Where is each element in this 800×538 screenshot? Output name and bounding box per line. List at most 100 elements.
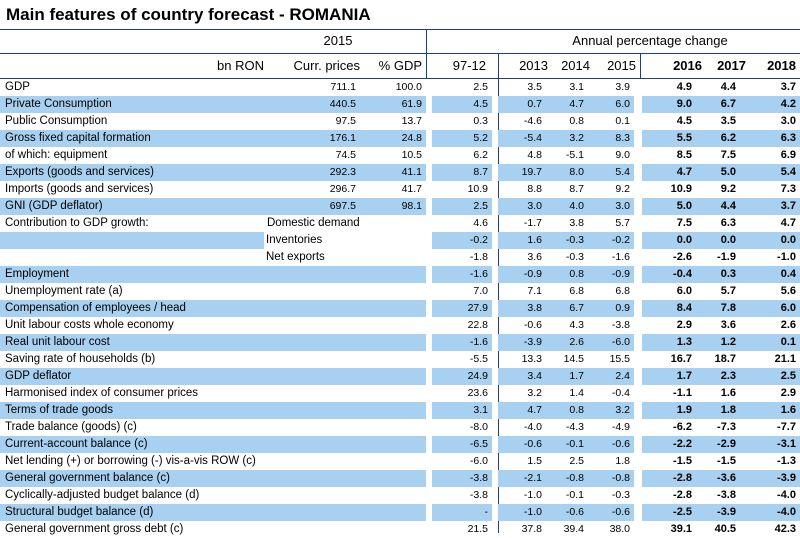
table-cell: -1.6 bbox=[432, 266, 492, 283]
column-gap bbox=[634, 232, 642, 249]
table-cell: 2.6 bbox=[546, 334, 588, 351]
table-cell: -3.1 bbox=[740, 436, 800, 453]
row-sublabel: Inventories bbox=[266, 234, 323, 246]
row-label: General government balance (c) bbox=[0, 470, 264, 487]
table-cell: -0.3 bbox=[611, 489, 630, 501]
table-cell: -1.8 bbox=[469, 251, 488, 263]
column-gap bbox=[426, 232, 432, 249]
table-cell: 4.4 bbox=[696, 198, 740, 215]
table-cell: -0.4 bbox=[642, 266, 696, 283]
row-label: Current-account balance (c) bbox=[0, 436, 264, 453]
table-cell: -0.6 bbox=[588, 504, 634, 521]
table-cell: 9.2 bbox=[615, 183, 630, 195]
column-gap bbox=[426, 385, 432, 402]
row-label: Harmonised index of consumer prices bbox=[5, 387, 199, 399]
col-header-pct-gdp: % GDP bbox=[378, 58, 422, 73]
table-cell: 4.8 bbox=[527, 149, 542, 161]
table-cell: 7.1 bbox=[527, 285, 542, 297]
table-cell: 8.8 bbox=[527, 183, 542, 195]
column-gap bbox=[634, 368, 642, 385]
column-gap bbox=[492, 130, 498, 147]
table-cell: 5.7 bbox=[615, 217, 630, 229]
table-cell: -6.0 bbox=[588, 334, 634, 351]
table-cell bbox=[360, 283, 426, 300]
column-gap bbox=[426, 300, 432, 317]
table-cell: 3.0 bbox=[780, 115, 796, 127]
table-row: Unemployment rate (a) 7.0 7.1 6.8 6.8 6.0 5.7 5… bbox=[0, 283, 800, 300]
col-header-2018: 2018 bbox=[767, 58, 796, 73]
table-row: Harmonised index of consumer prices 23.6 3… bbox=[0, 385, 800, 402]
table-cell bbox=[360, 521, 426, 538]
table-cell bbox=[264, 317, 360, 334]
column-gap bbox=[634, 487, 642, 504]
table-cell: 10.5 bbox=[401, 149, 422, 161]
row-label: Public Consumption bbox=[5, 115, 108, 127]
table-cell bbox=[360, 385, 426, 402]
column-gap bbox=[492, 249, 498, 266]
row-label: Terms of trade goods bbox=[0, 402, 264, 419]
table-cell: 8.0 bbox=[546, 164, 588, 181]
table-cell: 4.5 bbox=[432, 96, 492, 113]
table-cell: 0.1 bbox=[615, 115, 630, 127]
table-cell: -0.2 bbox=[588, 232, 634, 249]
table-cell bbox=[360, 487, 426, 504]
column-gap bbox=[426, 402, 432, 419]
table-row: Imports (goods and services) 296.7 41.7 10.… bbox=[0, 181, 800, 198]
table-cell: 18.7 bbox=[714, 353, 736, 365]
table-cell bbox=[264, 470, 360, 487]
table-cell bbox=[360, 419, 426, 436]
table-cell: 4.2 bbox=[740, 96, 800, 113]
table-cell: 6.0 bbox=[740, 300, 800, 317]
row-label-text: Contribution to GDP growth: bbox=[5, 217, 149, 229]
header-bottom-rule bbox=[0, 78, 800, 79]
table-cell: -3.9 bbox=[740, 470, 800, 487]
table-cell: -2.8 bbox=[673, 489, 692, 501]
column-gap bbox=[426, 283, 432, 300]
table-cell: 22.8 bbox=[467, 319, 488, 331]
row-label: GDP bbox=[5, 81, 30, 93]
table-cell: 6.3 bbox=[740, 130, 800, 147]
row-label: GDP deflator bbox=[0, 368, 264, 385]
table-cell: 23.6 bbox=[467, 387, 488, 399]
table-cell bbox=[264, 402, 360, 419]
table-cell: - bbox=[432, 504, 492, 521]
table-cell: 292.3 bbox=[264, 164, 360, 181]
table-cell: -3.9 bbox=[498, 334, 546, 351]
table-cell: 3.1 bbox=[569, 81, 584, 93]
table-cell: 3.9 bbox=[615, 81, 630, 93]
table-cell: -3.8 bbox=[717, 489, 736, 501]
column-gap bbox=[492, 317, 498, 334]
table-row: of which: equipment 74.5 10.5 6.2 4.8 -5.1 9.0… bbox=[0, 147, 800, 164]
column-gap bbox=[634, 419, 642, 436]
table-cell: 711.1 bbox=[330, 81, 357, 93]
table-cell: 6.2 bbox=[696, 130, 740, 147]
table-cell: 0.9 bbox=[588, 300, 634, 317]
table-cell: 1.2 bbox=[696, 334, 740, 351]
table-row: Trade balance (goods) (c) -8.0 -4.0 -4.3 -4.… bbox=[0, 419, 800, 436]
table-cell: -0.1 bbox=[565, 489, 584, 501]
column-gap bbox=[426, 266, 432, 283]
table-cell: -5.4 bbox=[498, 130, 546, 147]
table-cell: 7.5 bbox=[720, 149, 736, 161]
table-cell: -1.5 bbox=[673, 455, 692, 467]
table-cell: -2.5 bbox=[642, 504, 696, 521]
table-cell: 440.5 bbox=[264, 96, 360, 113]
table-cell: -0.6 bbox=[546, 504, 588, 521]
table-cell: -2.8 bbox=[642, 470, 696, 487]
table-cell: 2.4 bbox=[588, 368, 634, 385]
table-cell: -3.8 bbox=[432, 470, 492, 487]
unit-label: bn RON bbox=[217, 58, 264, 73]
column-gap bbox=[426, 130, 432, 147]
table-cell bbox=[264, 300, 360, 317]
row-label: Real unit labour cost bbox=[0, 334, 264, 351]
table-cell bbox=[360, 215, 426, 232]
table-cell: 39.1 bbox=[670, 523, 692, 535]
table-cell bbox=[360, 317, 426, 334]
table-cell bbox=[264, 487, 360, 504]
column-gap bbox=[634, 249, 642, 266]
table-cell bbox=[264, 504, 360, 521]
table-row: Unit labour costs whole economy 22.8 -0.6 4… bbox=[0, 317, 800, 334]
col-header-2016: 2016 bbox=[673, 58, 702, 73]
column-gap bbox=[426, 198, 432, 215]
column-gap bbox=[634, 402, 642, 419]
